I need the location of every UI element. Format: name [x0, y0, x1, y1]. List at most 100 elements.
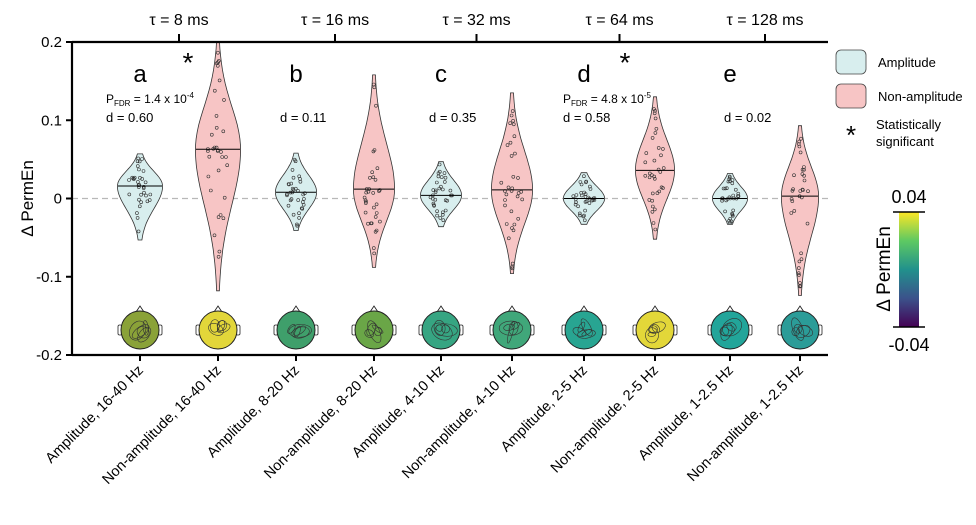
data-point	[659, 153, 663, 158]
effect-size-label: d = 0.11	[280, 110, 326, 125]
data-point	[442, 171, 447, 175]
y-axis-label: Δ PermEn	[18, 160, 37, 237]
data-point	[441, 218, 446, 222]
data-point	[438, 216, 443, 220]
data-point	[214, 114, 219, 118]
data-point	[799, 257, 804, 262]
data-point	[433, 190, 438, 194]
data-point	[297, 216, 301, 220]
topomap-contour	[795, 324, 811, 338]
y-tick-label: 0	[54, 191, 62, 208]
data-point	[573, 197, 578, 202]
topomap-nose	[369, 305, 379, 313]
data-point	[504, 222, 509, 226]
topomap-7	[561, 305, 607, 350]
topomap-contour	[720, 322, 733, 341]
data-point	[302, 191, 307, 195]
data-point	[141, 186, 146, 190]
topomap-contour	[209, 319, 220, 333]
topomap-contour	[645, 327, 659, 344]
data-point	[141, 169, 146, 173]
topomap-contour	[293, 325, 306, 336]
topomap-nose	[135, 305, 145, 313]
effect-size-label: d = 0.35	[429, 110, 476, 125]
violin-non-amplitude-2	[352, 74, 396, 268]
data-point	[295, 222, 299, 227]
topomap-contour	[137, 327, 152, 343]
data-point	[138, 204, 142, 209]
data-point	[736, 191, 741, 196]
data-point	[643, 160, 648, 165]
data-point	[578, 213, 582, 218]
data-point	[588, 184, 592, 189]
data-point	[298, 177, 302, 181]
data-point	[291, 175, 296, 180]
topomap-nose	[795, 305, 805, 313]
data-point	[571, 194, 576, 198]
data-point	[374, 202, 379, 207]
data-point	[516, 176, 520, 180]
data-point	[378, 219, 382, 224]
data-point	[434, 180, 439, 185]
data-point	[654, 127, 659, 131]
data-point	[510, 266, 515, 271]
topomap-contour	[217, 320, 226, 332]
data-point	[218, 213, 223, 217]
data-point	[582, 218, 587, 223]
top-tick-label: τ = 8 ms	[149, 12, 208, 29]
data-point	[285, 193, 289, 198]
topomap-6	[489, 305, 535, 350]
data-point	[802, 178, 807, 183]
data-point	[206, 174, 211, 179]
topomap-contour	[726, 322, 737, 332]
data-point	[214, 126, 219, 130]
data-point	[796, 271, 801, 276]
data-point	[363, 210, 368, 215]
data-point	[650, 191, 655, 196]
data-point	[790, 199, 795, 203]
data-point	[213, 88, 217, 93]
topomap-head	[354, 310, 394, 350]
topomap-contour	[287, 323, 296, 334]
colorbar-max-label: 0.04	[891, 187, 926, 207]
data-point	[292, 157, 297, 162]
data-point	[736, 194, 740, 198]
topomap-contour	[572, 327, 587, 337]
data-point	[513, 151, 517, 156]
data-point	[375, 166, 380, 170]
data-point	[137, 197, 141, 202]
data-point	[216, 254, 221, 259]
topomap-head	[492, 310, 532, 350]
topomap-8	[632, 305, 678, 350]
data-point	[364, 199, 368, 204]
data-point	[139, 200, 143, 204]
data-point	[726, 179, 731, 184]
topomap-contour	[371, 324, 384, 334]
data-point	[516, 217, 521, 221]
topomap-contour	[366, 322, 377, 337]
topomap-contour	[793, 323, 803, 334]
panel-letter: d	[577, 61, 590, 88]
data-point	[650, 136, 655, 140]
p-fdr-label: PFDR = 1.4 x 10-4	[106, 91, 195, 108]
data-point	[142, 190, 146, 195]
data-point	[723, 186, 728, 191]
topomap-3	[273, 305, 319, 350]
data-point	[578, 180, 583, 184]
y-tick-label: -0.2	[36, 347, 62, 364]
data-point	[374, 211, 379, 215]
data-point	[730, 181, 735, 186]
topomap-contour	[511, 321, 520, 330]
topomap-head	[710, 310, 750, 350]
data-point	[799, 136, 803, 141]
x-tick-label: Non-amplitude, 4-10 Hz	[399, 363, 519, 483]
data-point	[132, 177, 136, 181]
data-point	[511, 122, 516, 127]
data-point	[216, 168, 221, 173]
data-point	[503, 198, 507, 202]
topomap-contour	[577, 321, 586, 333]
data-point	[650, 210, 655, 214]
data-point	[135, 216, 140, 220]
data-point	[581, 214, 586, 219]
data-point	[588, 187, 593, 191]
